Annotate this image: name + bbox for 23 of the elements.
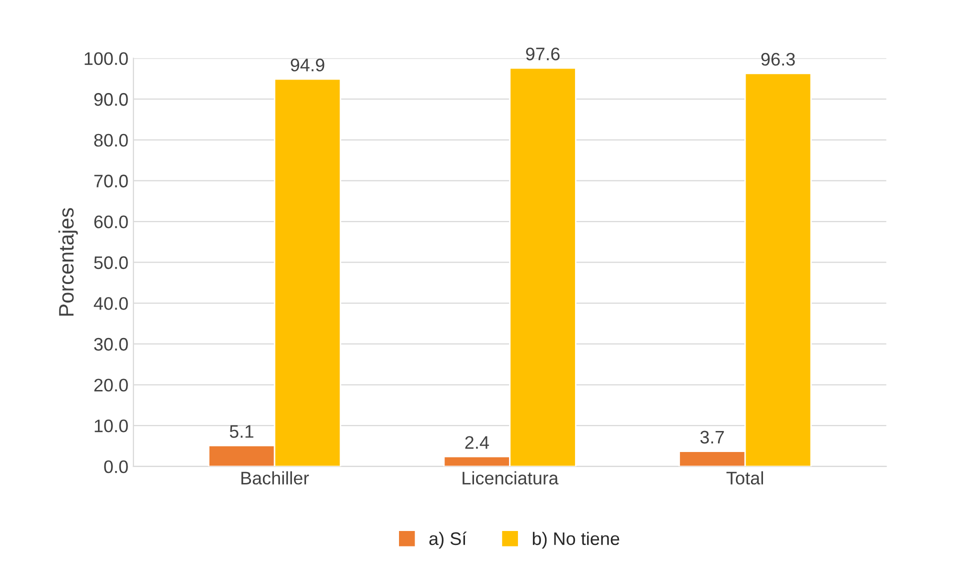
y-tick-label: 80.0 <box>94 134 128 147</box>
data-label: 3.7 <box>700 430 724 444</box>
y-tick-label: 30.0 <box>94 338 128 351</box>
data-label: 97.6 <box>526 48 560 60</box>
x-tick-label: Licenciatura <box>462 471 559 485</box>
y-tick-label: 90.0 <box>94 93 128 106</box>
y-tick-label: 70.0 <box>94 174 128 188</box>
x-tick-label: Total <box>726 471 763 485</box>
y-tick-label: 60.0 <box>94 215 128 228</box>
data-label: 96.3 <box>761 52 795 66</box>
legend-label: a) Sí <box>429 532 467 549</box>
data-label: 2.4 <box>465 436 489 449</box>
data-label: 94.9 <box>290 58 324 72</box>
y-tick-label: 0.0 <box>104 460 128 474</box>
y-tick-label: 20.0 <box>94 378 128 392</box>
y-tick-label: 40.0 <box>94 297 128 310</box>
y-tick-label: 50.0 <box>94 256 128 270</box>
x-tick-label: Bachiller <box>241 471 309 485</box>
y-tick-label: 100.0 <box>84 52 128 66</box>
y-axis-title: Porcentajes <box>58 208 78 316</box>
y-tick-label: 10.0 <box>94 420 128 432</box>
legend-label: b) No tiene <box>532 532 620 549</box>
data-label: 5.1 <box>230 425 254 438</box>
